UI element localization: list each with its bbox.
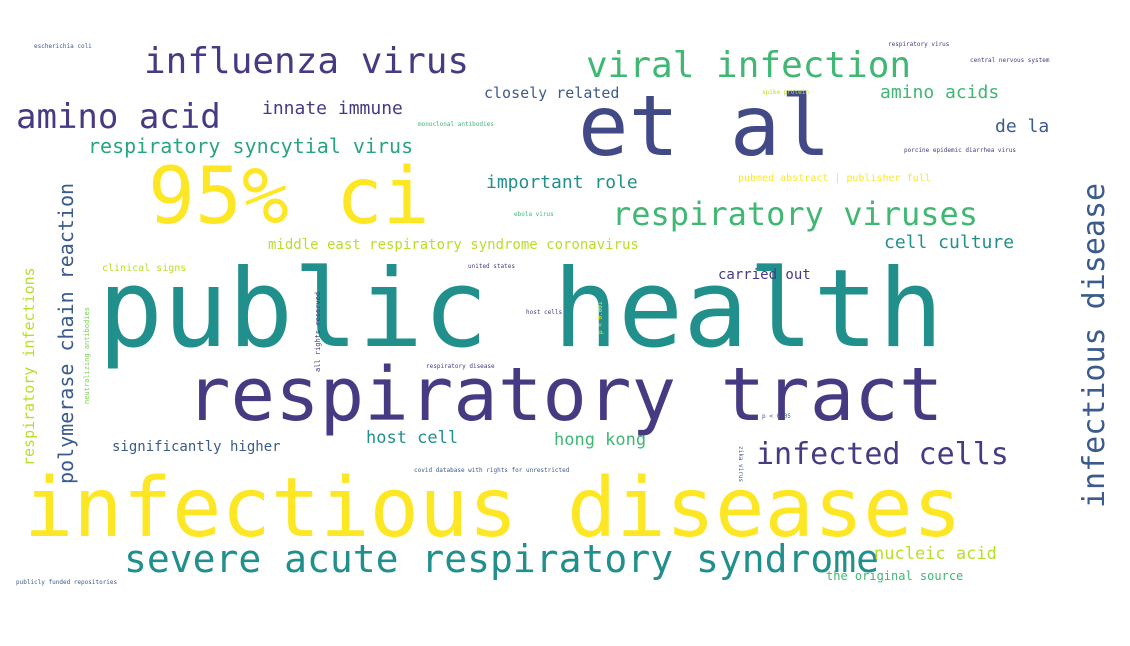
- word-respiratory-disease: respiratory disease: [426, 363, 495, 370]
- word-ebola-virus: ebola virus: [514, 211, 554, 218]
- word-host-cell: host cell: [366, 428, 459, 448]
- word-significantly-higher: significantly higher: [112, 439, 281, 455]
- word-host-cells: host cells: [526, 309, 563, 316]
- word-spike-protein: spike protein: [762, 89, 809, 96]
- word-p-005: p < 0.05: [762, 413, 791, 420]
- word-polymerase-chain-reaction: polymerase chain reaction: [54, 182, 78, 484]
- word-monoclonal-antibodies: monoclonal antibodies: [418, 121, 494, 128]
- word-infectious-disease: infectious disease: [1077, 182, 1112, 508]
- word-respiratory-infections: respiratory infections: [20, 267, 38, 466]
- word-amino-acids: amino acids: [880, 82, 1000, 103]
- word-respiratory-syncytial-virus: respiratory syncytial virus: [88, 134, 414, 158]
- word-severe-acute-respiratory-syndrome: severe acute respiratory syndrome: [124, 537, 879, 581]
- word-nucleic-acid: nucleic acid: [874, 544, 997, 564]
- word-publicly-funded: publicly funded repositories: [16, 579, 118, 586]
- word-middle-east: middle east respiratory syndrome coronav…: [268, 237, 639, 253]
- word-carried-out: carried out: [718, 267, 811, 283]
- word-hong-kong: hong kong: [554, 430, 647, 450]
- word-infected-cells: infected cells: [756, 437, 1009, 472]
- word-pubmed-abstract: pubmed abstract | publisher full: [738, 173, 931, 184]
- word-cell-culture: cell culture: [884, 232, 1015, 253]
- word-infectious-diseases: infectious diseases: [24, 461, 962, 556]
- word-p-001: p < 0.001: [597, 301, 604, 334]
- word-zika-virus: zika virus: [737, 446, 744, 483]
- word-influenza-virus: influenza virus: [144, 41, 470, 82]
- word-closely-related: closely related: [484, 84, 620, 102]
- word-original-source: the original source: [826, 569, 964, 583]
- word-innate-immune: innate immune: [262, 98, 403, 119]
- word-public-health: public health: [98, 247, 944, 372]
- word-95-ci: 95% ci: [148, 152, 430, 242]
- word-covid-database: covid database with rights for unrestric…: [414, 467, 570, 474]
- word-respiratory-tract: respiratory tract: [186, 352, 944, 438]
- word-important-role: important role: [486, 172, 638, 193]
- word-united-states: united states: [468, 263, 515, 270]
- word-respiratory-virus: respiratory virus: [888, 41, 950, 48]
- word-viral-infection: viral infection: [586, 45, 912, 86]
- word-et-al: et al: [578, 77, 831, 175]
- word-de-la: de la: [995, 116, 1050, 137]
- word-clinical-signs: clinical signs: [102, 263, 187, 274]
- word-central-nervous-system: central nervous system: [970, 57, 1050, 64]
- word-amino-acid: amino acid: [16, 97, 221, 137]
- word-porcine-epidemic: porcine epidemic diarrhea virus: [904, 147, 1016, 154]
- word-neutralizing-antibodies: neutralizing antibodies: [83, 307, 91, 404]
- word-escherichia-coli: escherichia coli: [34, 43, 92, 50]
- word-respiratory-viruses: respiratory viruses: [612, 195, 979, 233]
- word-all-rights-reserved: all rights reserved: [314, 291, 322, 372]
